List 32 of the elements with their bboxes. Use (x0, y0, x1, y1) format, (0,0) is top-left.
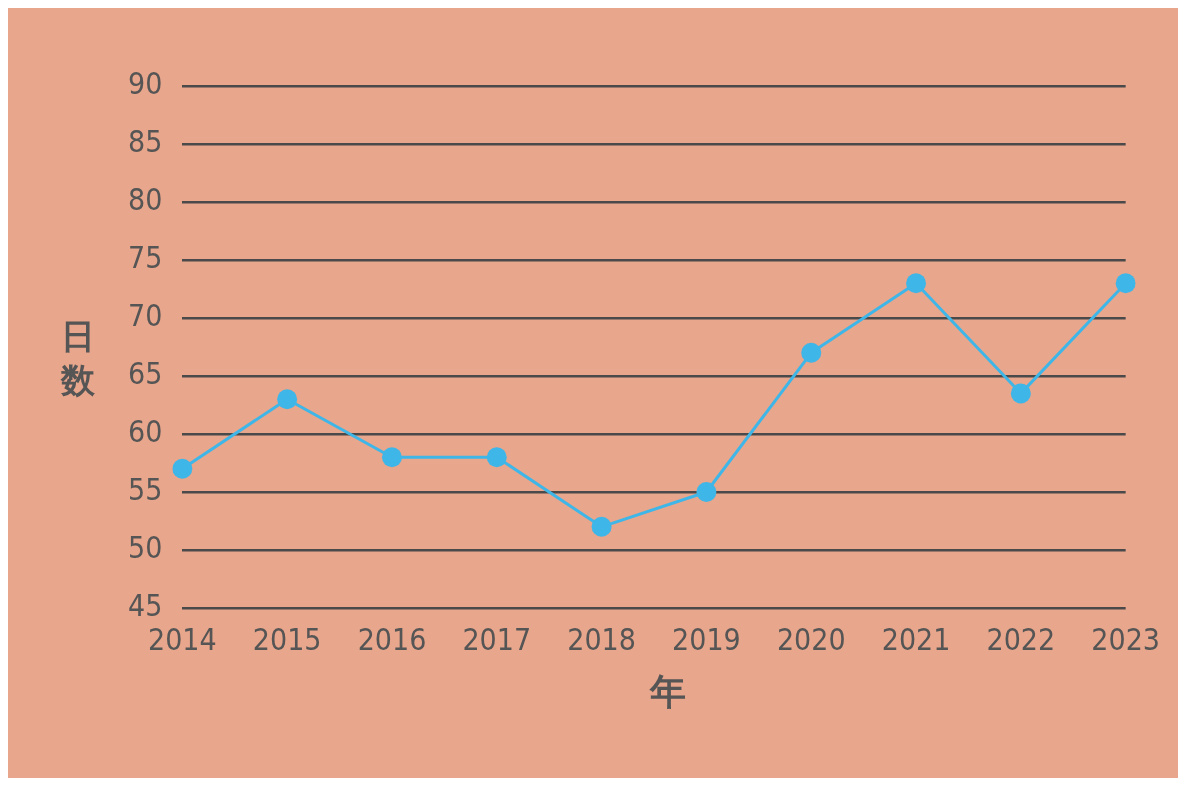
x-tick-label: 2016 (357, 621, 427, 657)
y-tick-label: 60 (127, 413, 163, 449)
x-tick-label: 2014 (148, 621, 217, 657)
point (172, 458, 193, 479)
point (486, 447, 507, 468)
x-tick-label: 2015 (252, 621, 322, 657)
y-tick-label: 70 (127, 297, 163, 333)
y-tick-label: 80 (127, 181, 163, 217)
x-tick-label: 2017 (462, 621, 532, 657)
x-tick-label: 2020 (776, 621, 846, 657)
point (696, 482, 717, 502)
point (801, 342, 822, 363)
y-tick-label: 55 (127, 471, 163, 507)
point (906, 273, 927, 294)
x-tick-label: 2022 (986, 621, 1056, 657)
point (381, 447, 402, 468)
point (591, 516, 612, 537)
point (1115, 273, 1136, 294)
y-axis-title: 日数 (59, 315, 96, 402)
x-tick-label: 2021 (881, 621, 951, 657)
x-tick-label: 2023 (1091, 621, 1160, 657)
y-tick-label: 85 (127, 123, 163, 159)
x-axis-title: 年 (648, 670, 687, 714)
y-tick-label: 45 (127, 587, 163, 623)
point (277, 389, 298, 410)
y-tick-label: 90 (127, 65, 163, 101)
x-tick-label: 2019 (672, 621, 741, 657)
x-tick-label: 2018 (567, 621, 636, 657)
point (1010, 383, 1031, 404)
y-tick-label: 65 (127, 355, 163, 391)
y-tick-label: 75 (127, 239, 163, 275)
y-tick-label: 50 (127, 529, 163, 565)
